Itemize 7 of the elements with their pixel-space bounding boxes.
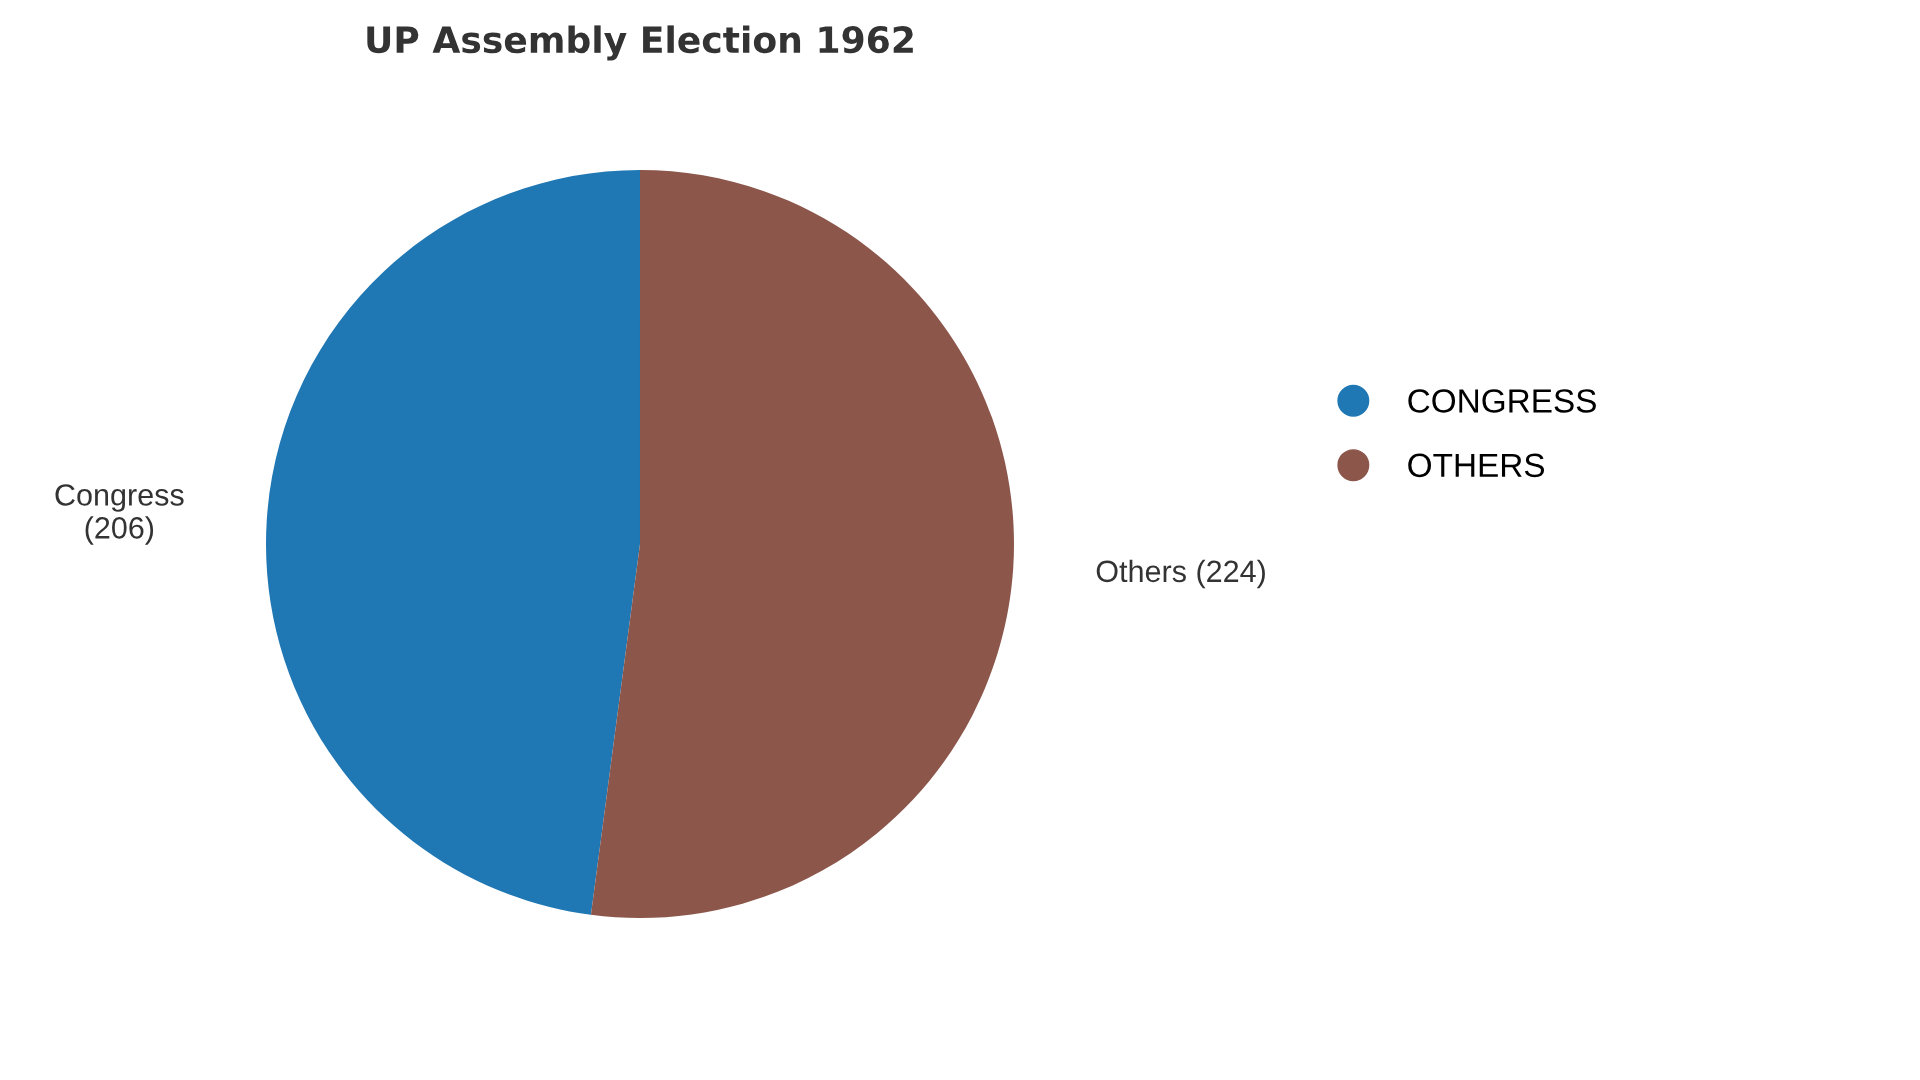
pie-slice [590, 170, 1014, 918]
chart-title: UP Assembly Election 1962 [367, 25, 913, 61]
data-label: Others (224) [1096, 559, 1265, 589]
legend-label: OTHERS [1408, 453, 1545, 478]
legend-label: CONGRESS [1408, 389, 1596, 413]
data-label: Congress (206) [55, 484, 184, 545]
pie-slice [266, 170, 640, 915]
